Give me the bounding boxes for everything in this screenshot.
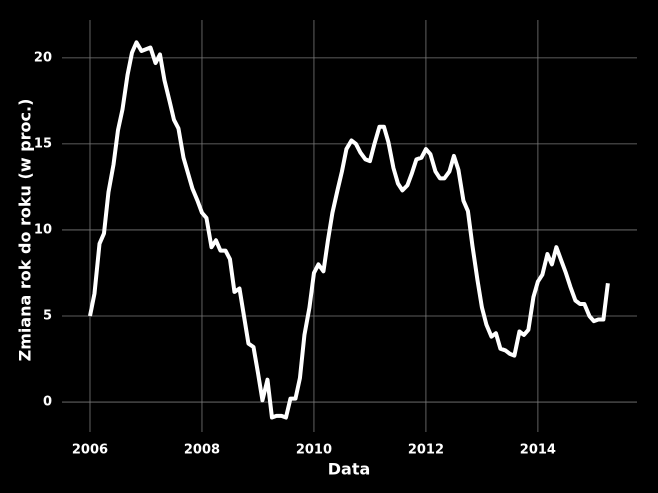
x-tick-label: 2012 [408,443,444,458]
x-axis-label: Data [328,460,371,479]
data-line [88,40,610,420]
y-axis-label: Zmiana rok do roku (w proc.) [16,99,35,362]
y-tick-label: 20 [34,50,52,65]
y-tick-label: 15 [34,136,52,151]
x-tick-label: 2014 [520,443,556,458]
y-tick-label: 10 [34,222,52,237]
x-tick-label: 2008 [184,443,220,458]
x-tick-label: 2006 [72,443,108,458]
y-tick-label: 0 [43,395,52,410]
x-tick-label: 2010 [296,443,332,458]
y-tick-label: 5 [43,309,52,324]
